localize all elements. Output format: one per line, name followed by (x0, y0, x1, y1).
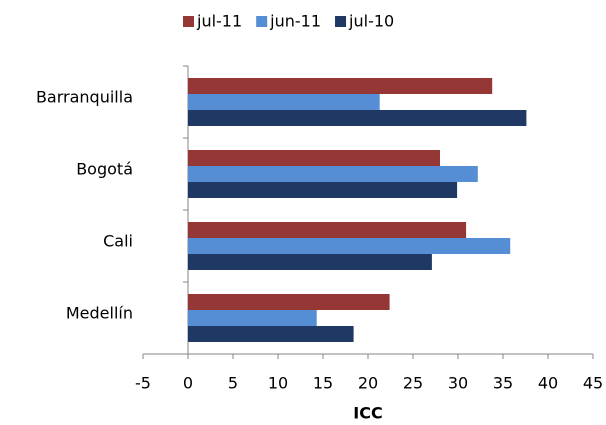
bar (188, 110, 527, 126)
x-tick-label: 10 (268, 374, 288, 393)
bar (188, 294, 390, 310)
bar (188, 78, 493, 94)
legend-swatch (183, 16, 194, 27)
x-tick-label: 20 (358, 374, 378, 393)
legend-label: jun-11 (269, 12, 321, 31)
bar (188, 150, 440, 166)
y-tick-label: Medellín (66, 304, 133, 323)
x-tick-label: 45 (583, 374, 603, 393)
bar (188, 166, 478, 182)
x-tick-label: 35 (493, 374, 513, 393)
x-tick-label: -5 (135, 374, 151, 393)
y-tick-label: Barranquilla (36, 88, 133, 107)
x-tick-label: 30 (448, 374, 468, 393)
y-tick-label: Cali (103, 232, 133, 251)
x-axis-title: ICC (353, 404, 382, 423)
x-tick-label: 40 (538, 374, 558, 393)
bar (188, 310, 317, 326)
bar (188, 238, 511, 254)
legend-label: jul-10 (348, 12, 394, 31)
x-tick-label: 0 (183, 374, 193, 393)
legend-swatch (256, 16, 268, 27)
legend-label: jul-11 (196, 12, 242, 31)
bar (188, 182, 458, 198)
legend-swatch (335, 16, 347, 27)
x-tick-label: 15 (313, 374, 333, 393)
bar (188, 326, 354, 342)
bar (188, 222, 467, 238)
y-tick-label: Bogotá (76, 160, 133, 179)
bar (188, 254, 432, 270)
x-tick-label: 5 (228, 374, 238, 393)
bar (188, 94, 380, 110)
x-tick-label: 25 (403, 374, 423, 393)
